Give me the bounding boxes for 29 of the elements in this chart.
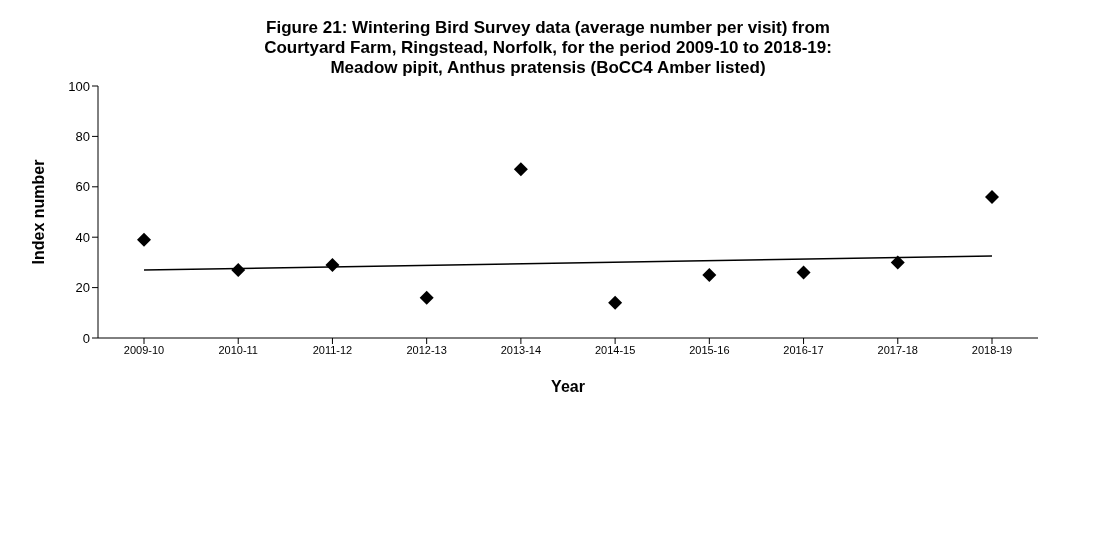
point: [890, 255, 905, 270]
x-tick-label: 2015-16: [689, 343, 730, 356]
y-tick-label: 80: [75, 129, 90, 145]
y-tick-label: 0: [82, 330, 90, 346]
y-tick-label: 40: [75, 229, 90, 245]
chart-title: Figure 21: Wintering Bird Survey data (average number per visit) from Courtyard Farm, Ringstead, Norfolk, for the period 2009-10 to 2018-19: Meadow pipit, Anthus pratensis (BoCC4 Amber listed): [263, 18, 833, 78]
x-tick-label: 2018-19: [971, 343, 1013, 356]
x-axis-title: Year: [551, 378, 585, 395]
y-axis-title: Index number: [29, 159, 47, 265]
point: [137, 232, 151, 247]
point: [231, 262, 246, 277]
point: [702, 268, 717, 282]
y-tick-label: 100: [68, 78, 90, 94]
x-tick-label: 2009-10: [123, 343, 165, 356]
point: [419, 290, 434, 305]
x-tick-label: 2013-14: [500, 343, 542, 356]
x-tick-label: 2016-17: [783, 343, 824, 356]
x-tick-label: 2012-13: [406, 343, 447, 356]
x-tick-label: 2011-12: [312, 343, 353, 356]
y-tick-label: 20: [75, 280, 90, 296]
x-tick-label: 2017-18: [877, 343, 918, 356]
x-tick-label: 2014-15: [594, 343, 636, 356]
x-tick-label: 2010-11: [218, 343, 258, 356]
point: [513, 162, 528, 177]
point: [608, 295, 623, 310]
point: [985, 189, 999, 204]
y-tick-label: 60: [75, 179, 90, 195]
point: [325, 257, 340, 272]
point: [796, 265, 811, 280]
